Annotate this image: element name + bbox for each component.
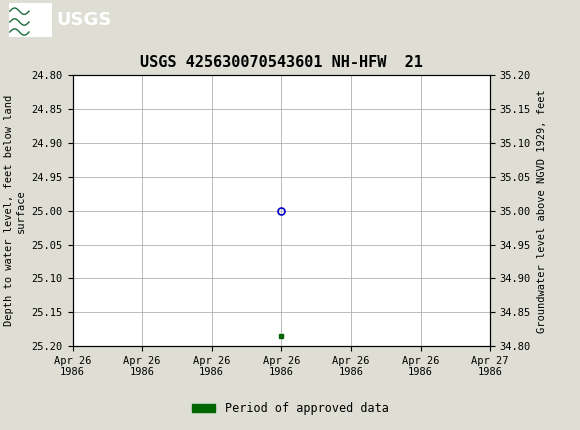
Title: USGS 425630070543601 NH-HFW  21: USGS 425630070543601 NH-HFW 21 [140, 55, 423, 70]
Legend: Period of approved data: Period of approved data [187, 397, 393, 420]
Y-axis label: Depth to water level, feet below land
surface: Depth to water level, feet below land su… [5, 95, 26, 326]
Bar [9, 3, 52, 37]
Y-axis label: Groundwater level above NGVD 1929, feet: Groundwater level above NGVD 1929, feet [536, 89, 546, 332]
Text: USGS: USGS [56, 11, 111, 29]
